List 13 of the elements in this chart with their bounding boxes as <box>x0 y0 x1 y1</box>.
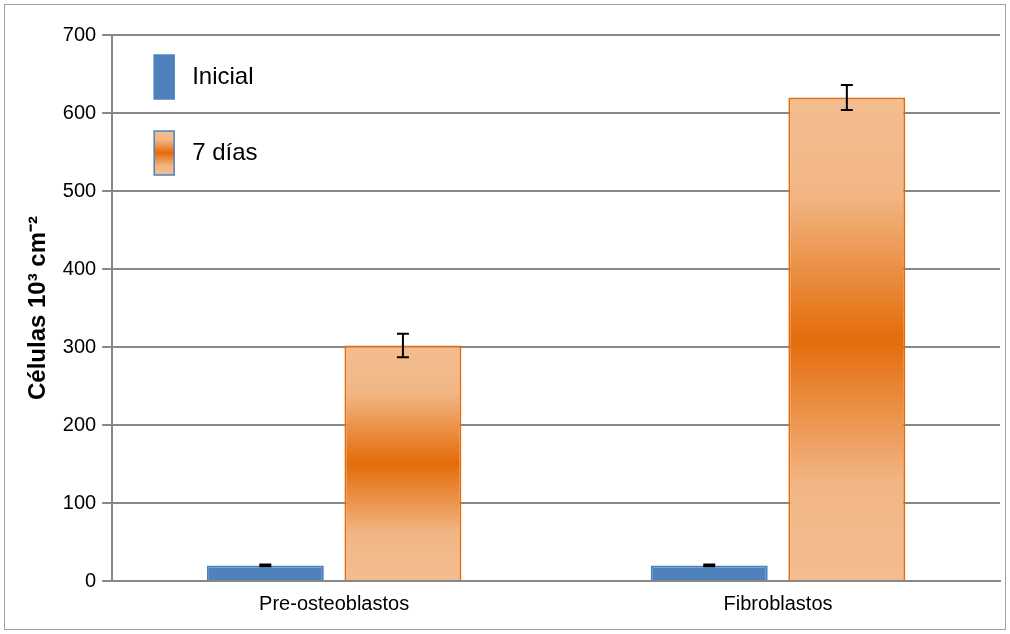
y-axis-title: Células 10³ cm⁻² <box>23 215 51 401</box>
y-tick-label: 200 <box>62 412 97 435</box>
y-tick-label: 400 <box>62 256 97 279</box>
y-tick-label: 600 <box>62 100 97 123</box>
x-tick-label: Fibroblastos <box>723 591 833 614</box>
y-tick-label: 100 <box>62 490 97 513</box>
y-tick-label: 700 <box>62 22 97 45</box>
x-tick-label: Pre-osteoblastos <box>259 591 410 614</box>
legend-label: 7 días <box>192 137 258 165</box>
y-tick-label: 0 <box>85 568 97 591</box>
legend-label: Inicial <box>192 61 254 89</box>
y-tick-label: 500 <box>62 178 97 201</box>
y-tick-label: 300 <box>62 334 97 357</box>
